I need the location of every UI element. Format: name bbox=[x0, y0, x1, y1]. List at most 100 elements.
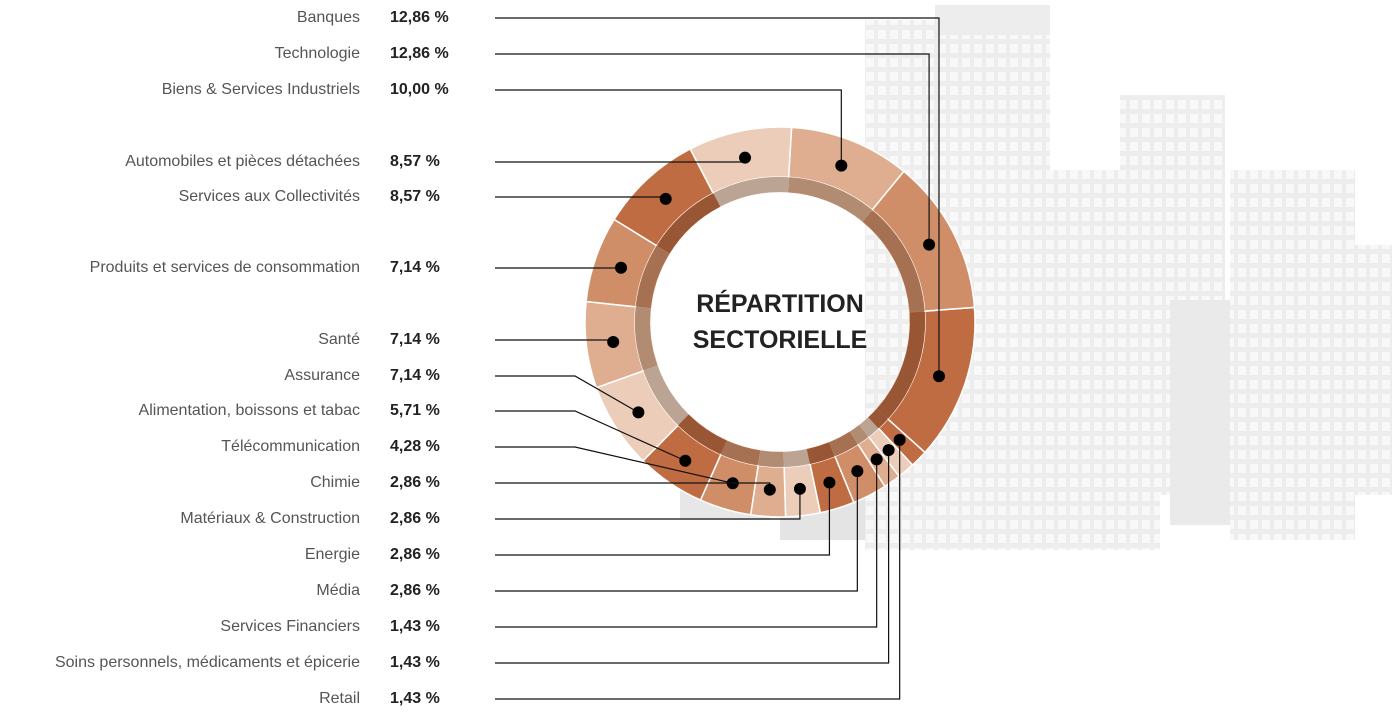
donut-inner-shade bbox=[849, 424, 869, 445]
leader-dot bbox=[882, 444, 895, 457]
donut-inner-ring bbox=[635, 245, 670, 309]
value-label: 2,86 % bbox=[390, 546, 440, 563]
value-label: 4,28 % bbox=[390, 438, 440, 455]
leader-dot bbox=[615, 261, 628, 274]
donut-inner-ring bbox=[806, 441, 836, 465]
leader-line bbox=[495, 410, 686, 462]
category-label: Télécommunication bbox=[221, 438, 360, 455]
leader-line bbox=[495, 446, 733, 484]
donut-inner-shade bbox=[859, 417, 879, 437]
category-label: Matériaux & Construction bbox=[180, 510, 360, 527]
donut-inner-ring bbox=[859, 416, 879, 438]
category-label: Automobiles et pièces détachées bbox=[125, 153, 360, 170]
donut-inner-shade bbox=[787, 177, 873, 222]
value-label: 1,43 % bbox=[390, 654, 440, 671]
leader-line bbox=[495, 459, 878, 628]
donut-inner-shade bbox=[634, 306, 658, 371]
leader-line bbox=[495, 439, 901, 700]
category-label: Santé bbox=[318, 331, 360, 348]
donut-inner-shade bbox=[643, 365, 689, 426]
donut-inner-ring bbox=[828, 431, 859, 457]
value-label: 12,86 % bbox=[390, 9, 449, 26]
category-label: Produits et services de consommation bbox=[90, 259, 360, 276]
donut-inner-shade bbox=[656, 193, 721, 254]
center-title-box: RÉPARTITION SECTORIELLE bbox=[692, 290, 868, 354]
leader-dot bbox=[835, 159, 848, 172]
donut-inner-shade bbox=[758, 450, 785, 467]
leader-line bbox=[495, 450, 890, 664]
value-label: 12,86 % bbox=[390, 45, 449, 62]
donut-inner-ring bbox=[712, 176, 789, 207]
category-label: Assurance bbox=[284, 367, 360, 384]
donut-inner-shade bbox=[713, 177, 789, 207]
category-label: Média bbox=[316, 582, 360, 599]
leader-dot bbox=[763, 483, 776, 496]
donut-inner-shade bbox=[876, 311, 925, 420]
chart-title: RÉPARTITION SECTORIELLE bbox=[692, 290, 868, 354]
category-label: Services aux Collectivités bbox=[179, 188, 360, 205]
donut-inner-ring bbox=[862, 209, 925, 313]
donut-inner-ring bbox=[757, 450, 785, 468]
donut-inner-ring bbox=[634, 306, 658, 372]
value-label: 7,14 % bbox=[390, 331, 440, 348]
donut-inner-shade bbox=[678, 414, 728, 455]
value-label: 1,43 % bbox=[390, 690, 440, 707]
category-label: Chimie bbox=[310, 474, 360, 491]
leader-dot bbox=[893, 433, 906, 446]
donut bbox=[584, 126, 976, 518]
category-label: Retail bbox=[319, 690, 360, 707]
value-label: 8,57 % bbox=[390, 188, 440, 205]
donut-inner-ring bbox=[643, 365, 690, 426]
donut-inner-shade bbox=[783, 449, 811, 467]
leader-dot bbox=[923, 238, 936, 251]
leader-dot bbox=[932, 370, 945, 383]
leader-dot bbox=[679, 454, 692, 467]
donut-inner-ring bbox=[720, 440, 761, 466]
leader-dot bbox=[793, 482, 806, 495]
leader-line bbox=[495, 375, 639, 413]
category-label: Biens & Services Industriels bbox=[162, 81, 360, 98]
leader-line bbox=[495, 482, 831, 556]
donut-inner-shade bbox=[806, 442, 835, 464]
leader-line bbox=[495, 53, 930, 245]
value-label: 1,43 % bbox=[390, 618, 440, 635]
category-label: Banques bbox=[297, 9, 360, 26]
value-label: 5,71 % bbox=[390, 402, 440, 419]
category-label: Alimentation, boissons et tabac bbox=[139, 402, 360, 419]
category-label: Services Financiers bbox=[220, 618, 360, 635]
donut-inner-shade bbox=[862, 209, 925, 313]
donut-inner-shade bbox=[635, 245, 670, 309]
donut-inner-ring bbox=[849, 424, 870, 445]
leader-dot bbox=[659, 192, 672, 205]
value-label: 10,00 % bbox=[390, 81, 449, 98]
leader-dot bbox=[607, 336, 620, 349]
category-label: Technologie bbox=[275, 45, 361, 62]
buildings-background bbox=[680, 5, 1392, 550]
donut-inner-ring bbox=[868, 408, 889, 429]
leader-line bbox=[495, 17, 940, 377]
donut-inner-shade bbox=[829, 431, 859, 457]
value-label: 2,86 % bbox=[390, 474, 440, 491]
leader-dot bbox=[739, 151, 752, 164]
value-label: 2,86 % bbox=[390, 582, 440, 599]
labels: Banques 12,86 % Technologie 12,86 % Biens & … bbox=[55, 9, 945, 707]
leader-dot bbox=[870, 453, 883, 466]
value-label: 7,14 % bbox=[390, 367, 440, 384]
value-label: 8,57 % bbox=[390, 153, 440, 170]
donut-inner-ring bbox=[783, 448, 811, 468]
donut-inner-ring bbox=[677, 414, 728, 455]
leader-dot bbox=[823, 476, 836, 489]
leader-line bbox=[495, 89, 842, 166]
value-label: 2,86 % bbox=[390, 510, 440, 527]
donut-inner-ring bbox=[787, 176, 873, 222]
leader-dot bbox=[851, 465, 864, 478]
leader-dot bbox=[632, 406, 645, 419]
donut-inner-shade bbox=[868, 408, 888, 429]
category-label: Energie bbox=[305, 546, 360, 563]
category-label: Soins personnels, médicaments et épiceri… bbox=[55, 654, 360, 671]
leader-line bbox=[495, 471, 858, 592]
donut-inner-shade bbox=[720, 440, 761, 466]
value-label: 7,14 % bbox=[390, 259, 440, 276]
donut-inner-ring bbox=[656, 192, 721, 255]
